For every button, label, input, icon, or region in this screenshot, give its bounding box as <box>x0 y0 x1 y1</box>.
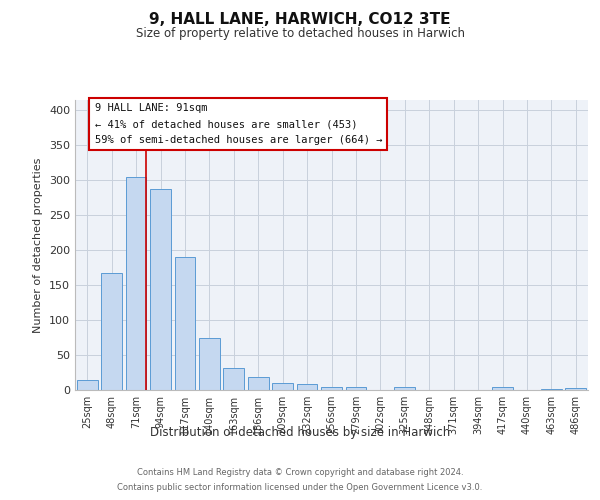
Bar <box>565 388 586 390</box>
Bar <box>175 256 196 390</box>
Bar <box>541 388 562 390</box>
Bar <box>150 188 171 390</box>
Bar <box>125 177 146 390</box>
Bar <box>77 380 98 390</box>
Bar <box>296 384 317 390</box>
Bar <box>394 387 415 390</box>
Text: 9, HALL LANE, HARWICH, CO12 3TE: 9, HALL LANE, HARWICH, CO12 3TE <box>149 12 451 28</box>
Text: Contains public sector information licensed under the Open Government Licence v3: Contains public sector information licen… <box>118 483 482 492</box>
Bar <box>346 386 367 390</box>
Text: Contains HM Land Registry data © Crown copyright and database right 2024.: Contains HM Land Registry data © Crown c… <box>137 468 463 477</box>
Text: Size of property relative to detached houses in Harwich: Size of property relative to detached ho… <box>136 28 464 40</box>
Bar <box>223 368 244 390</box>
Bar <box>248 378 269 390</box>
Bar <box>101 274 122 390</box>
Text: 9 HALL LANE: 91sqm
← 41% of detached houses are smaller (453)
59% of semi-detach: 9 HALL LANE: 91sqm ← 41% of detached hou… <box>95 104 382 144</box>
Bar <box>199 338 220 390</box>
Bar <box>321 386 342 390</box>
Bar <box>272 383 293 390</box>
Y-axis label: Number of detached properties: Number of detached properties <box>34 158 43 332</box>
Text: Distribution of detached houses by size in Harwich: Distribution of detached houses by size … <box>150 426 450 439</box>
Bar <box>492 387 513 390</box>
